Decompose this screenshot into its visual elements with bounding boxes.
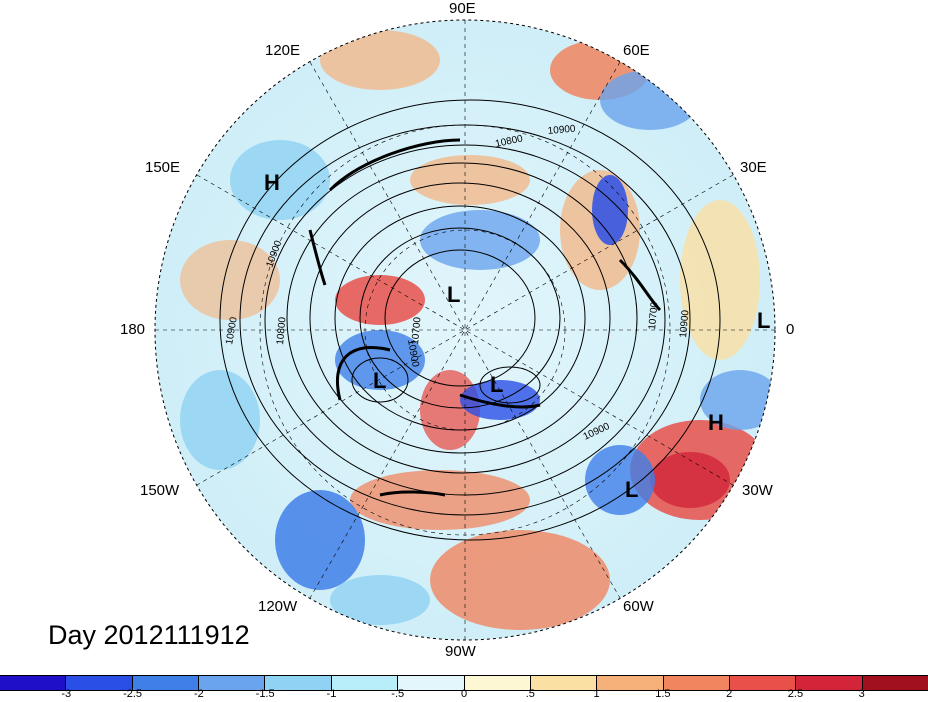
color-bar-tick-label: -2.5 [123,688,143,700]
jet-contours [308,138,662,497]
longitude-label-30w: 30W [742,482,773,499]
color-bar-tick-label: 1.5 [655,688,671,700]
high-pressure-symbol: H [708,410,724,435]
contour-label: 10900 [547,124,576,137]
longitude-label-90w: 90W [445,643,476,660]
color-bar-segment [331,676,399,690]
height-contours [219,99,721,541]
color-bar-segment [729,676,797,690]
color-bar-tick-label: -1.5 [255,688,275,700]
low-pressure-symbol: L [447,282,460,307]
high-pressure-symbol: H [264,170,280,195]
color-bar-segment [66,676,133,690]
contour-label: 10700 [410,316,423,345]
color-bar-tick-label: -1 [326,688,337,700]
color-bar-segment [663,676,730,690]
color-bar-tick-label: 1 [593,688,600,700]
color-bar [0,675,928,691]
longitude-label-150w: 150W [140,482,180,499]
longitude-label-150e: 150E [145,159,181,176]
low-pressure-symbol: L [490,372,503,397]
longitude-label-90e: 90E [449,0,476,17]
color-bar-segment [132,676,200,690]
longitude-label-60e: 60E [623,42,650,59]
color-bar-segment [796,676,863,690]
color-bar-segment [862,676,928,690]
color-bar-segment [530,676,598,690]
longitude-label-0: 0 [786,321,795,338]
longitude-label-60w: 60W [623,598,654,615]
color-bar-tick-label: 0 [460,688,468,700]
longitude-label-30e: 30E [740,159,767,176]
color-bar-tick-label: 2.5 [787,688,804,700]
contour-label: 10900 [224,316,240,346]
longitude-label-120e: 120E [265,42,301,59]
low-pressure-symbol: L [625,477,638,502]
color-bar-tick-label: -3 [61,688,72,700]
longitude-label-180: 180 [120,321,146,338]
color-bar-tick-label: 3 [858,688,865,700]
day-label: Day 2012111912 [48,620,250,650]
low-pressure-symbol: L [757,308,770,333]
color-bar-segment [597,676,664,690]
color-bar-tick-label: .5 [525,688,535,700]
longitude-label-120w: 120W [258,598,298,615]
color-bar-tick-label: 2 [726,688,733,700]
low-pressure-symbol: L [373,368,386,393]
contour-label: 10800 [275,316,288,345]
color-bar-segment [0,676,67,690]
color-bar-segment [464,676,531,690]
contour-label: 10900 [678,309,691,338]
color-bar-tick-label: -.5 [391,688,405,700]
color-bar-segment [265,676,332,690]
graticule [155,20,775,640]
color-bar-tick-label: -2 [193,688,204,700]
contour-label: 10900 [405,339,421,369]
contour-label: 10700 [647,301,660,330]
color-bar-segment [398,676,465,690]
color-bar-segment [199,676,266,690]
